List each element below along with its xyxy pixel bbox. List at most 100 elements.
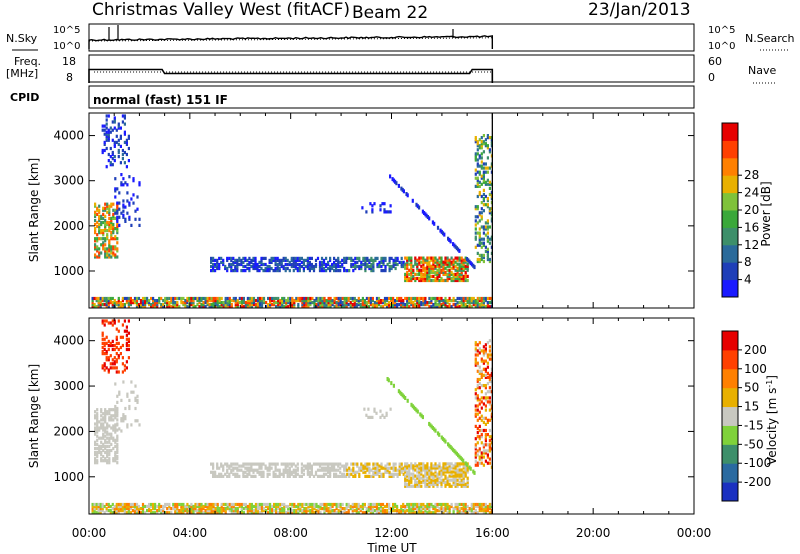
echo-cell — [400, 392, 403, 396]
echo-cell — [482, 511, 485, 515]
echo-cell — [322, 266, 326, 271]
echo-cell — [462, 504, 465, 509]
echo-cell — [297, 305, 300, 309]
echo-cell — [113, 120, 116, 124]
echo-cell — [408, 272, 411, 276]
echo-cell — [468, 301, 471, 305]
echo-cell — [248, 301, 251, 305]
echo-cell — [238, 296, 241, 301]
echo-cell — [392, 262, 395, 267]
echo-cell — [414, 260, 417, 264]
echo-cell — [480, 156, 483, 160]
echo-cell — [93, 502, 96, 507]
echo-cell — [274, 262, 277, 267]
echo-cell — [113, 347, 116, 352]
echo-cell — [400, 462, 403, 466]
echo-cell — [307, 305, 310, 309]
echo-cell — [357, 504, 360, 509]
echo-cell — [478, 461, 481, 465]
echo-cell — [321, 507, 324, 511]
echo-cell — [460, 272, 463, 276]
echo-cell — [410, 266, 413, 270]
echo-cell — [301, 303, 304, 307]
echo-cell — [438, 272, 441, 276]
echo-cell — [116, 249, 119, 253]
echo-cell — [382, 258, 385, 262]
echo-cell — [371, 305, 374, 309]
echo-cell — [296, 462, 299, 466]
echo-cell — [250, 509, 253, 513]
echo-cell — [351, 299, 354, 303]
echo-cell — [139, 305, 143, 309]
echo-cell — [303, 502, 306, 507]
echo-cell — [106, 206, 109, 210]
echo-cell — [450, 299, 453, 303]
echo-cell — [369, 502, 372, 507]
echo-cell — [462, 278, 465, 283]
echo-cell — [125, 337, 128, 341]
echo-cell — [230, 269, 233, 273]
echo-cell — [426, 278, 429, 283]
echo-cell — [476, 259, 479, 264]
echo-cell — [141, 299, 145, 303]
echo-cell — [325, 462, 328, 466]
echo-cell — [101, 364, 104, 368]
echo-cell — [478, 303, 481, 307]
echo-cell — [156, 509, 159, 513]
echo-cell — [274, 462, 277, 466]
echo-cell — [460, 256, 463, 260]
echo-cell — [202, 305, 205, 309]
echo-cell — [148, 507, 151, 511]
echo-cell — [294, 258, 297, 262]
echo-cell — [420, 264, 423, 268]
echo-cell — [400, 509, 403, 513]
echo-cell — [136, 400, 139, 404]
echo-cell — [212, 258, 215, 262]
echo-cell — [258, 464, 261, 468]
echo-cell — [277, 303, 280, 307]
echo-cell — [474, 172, 477, 176]
echo-cell — [210, 299, 213, 303]
echo-cell — [135, 301, 139, 305]
echo-cell — [478, 398, 481, 402]
echo-cell — [97, 299, 100, 303]
echo-cell — [297, 296, 300, 301]
echo-cell — [484, 428, 487, 433]
echo-cell — [294, 468, 297, 472]
echo-cell — [486, 136, 489, 140]
echo-cell — [271, 511, 274, 515]
echo-cell — [428, 270, 431, 274]
echo-cell — [474, 396, 477, 400]
colorbar-segment — [722, 349, 738, 370]
echo-cell — [270, 260, 273, 264]
echo-cell — [309, 296, 312, 301]
echo-cell — [286, 258, 289, 262]
echo-cell — [374, 466, 377, 470]
echo-cell — [121, 114, 124, 118]
echo-cell — [410, 278, 413, 283]
echo-cell — [310, 266, 313, 271]
echo-cell — [127, 502, 130, 507]
echo-cell — [240, 262, 243, 267]
echo-cell — [112, 438, 115, 442]
echo-cell — [269, 296, 272, 301]
echo-cell — [462, 484, 465, 488]
echo-cell — [424, 470, 427, 474]
echo-cell — [115, 140, 118, 144]
echo-cell — [456, 478, 459, 482]
echo-cell — [480, 349, 483, 353]
echo-cell — [105, 132, 108, 136]
echo-cell — [486, 400, 489, 404]
echo-cell — [301, 305, 304, 309]
echo-cell — [107, 152, 110, 157]
echo-cell — [276, 468, 279, 472]
echo-cell — [359, 504, 362, 509]
echo-cell — [102, 436, 105, 440]
echo-cell — [488, 296, 491, 301]
echo-cell — [478, 184, 481, 188]
echo-cell — [436, 509, 439, 513]
echo-cell — [476, 408, 479, 412]
echo-cell — [94, 410, 97, 414]
echo-cell — [254, 256, 257, 260]
echo-cell — [381, 507, 385, 511]
